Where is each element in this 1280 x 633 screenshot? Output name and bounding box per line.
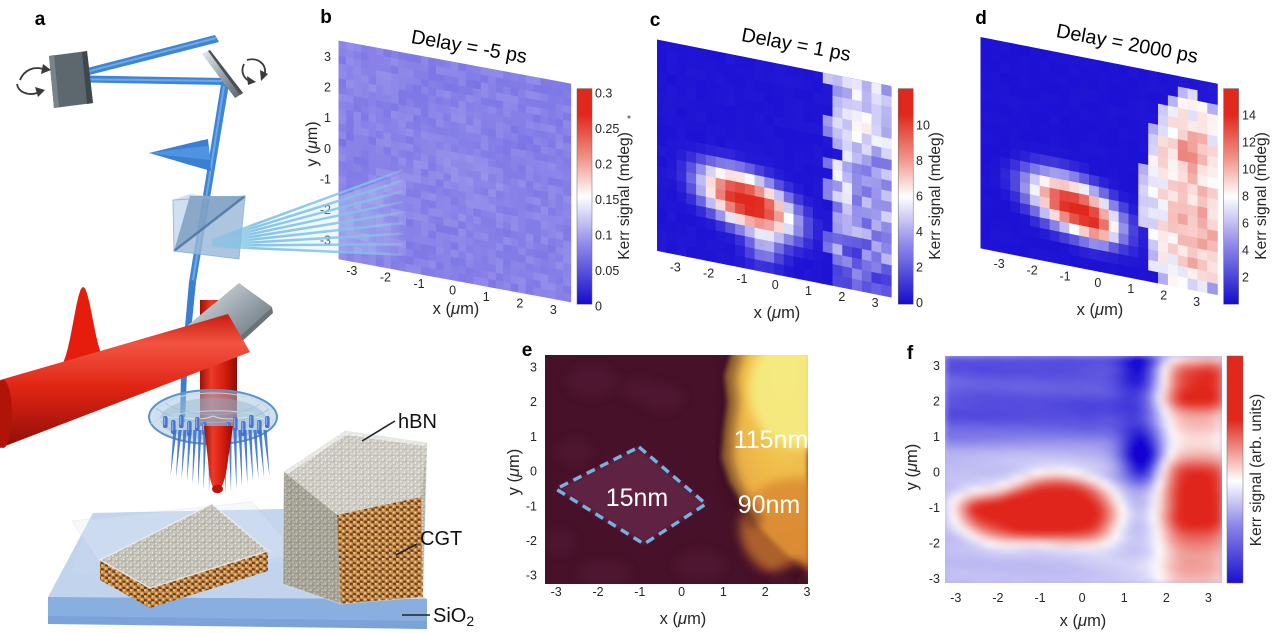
svg-text:2: 2: [1242, 271, 1249, 285]
svg-text:3: 3: [550, 303, 557, 317]
svg-text:0: 0: [449, 283, 456, 297]
svg-text:2: 2: [916, 260, 923, 274]
svg-text:8: 8: [1242, 190, 1249, 204]
svg-text:1: 1: [720, 585, 727, 599]
svg-text:x (μm): x (μm): [433, 300, 480, 318]
svg-text:0: 0: [933, 466, 940, 480]
svg-text:-1: -1: [320, 172, 331, 186]
svg-text:-1: -1: [1059, 270, 1070, 284]
svg-text:-1: -1: [929, 501, 940, 515]
svg-text:90nm: 90nm: [738, 491, 801, 519]
svg-text:2: 2: [324, 81, 331, 95]
svg-text:-2: -2: [992, 591, 1003, 605]
svg-text:-3: -3: [929, 572, 940, 586]
svg-text:-3: -3: [950, 591, 961, 605]
svg-text:0.15: 0.15: [595, 193, 619, 207]
svg-text:-1: -1: [1034, 591, 1045, 605]
svg-text:1: 1: [1127, 282, 1134, 296]
svg-text:10: 10: [1242, 163, 1256, 177]
svg-text:0: 0: [678, 585, 685, 599]
svg-text:0: 0: [772, 278, 779, 292]
svg-text:Kerr signal (arb. units): Kerr signal (arb. units): [1248, 394, 1265, 546]
svg-text:a: a: [35, 9, 46, 30]
svg-text:x (μm): x (μm): [1060, 612, 1107, 630]
svg-text:0: 0: [324, 142, 331, 156]
svg-text:1: 1: [324, 111, 331, 125]
svg-text:-2: -2: [703, 266, 714, 280]
svg-text:c: c: [650, 10, 661, 31]
svg-text:d: d: [975, 8, 987, 29]
svg-text:0.25: 0.25: [595, 122, 619, 136]
svg-text:x (μm): x (μm): [754, 304, 801, 322]
svg-text:0: 0: [595, 300, 602, 314]
svg-text:e: e: [522, 340, 533, 361]
svg-text:-3: -3: [994, 257, 1005, 271]
svg-text:1: 1: [530, 430, 537, 444]
svg-text:1: 1: [1121, 591, 1128, 605]
svg-text:-1: -1: [634, 585, 645, 599]
svg-text:-2: -2: [929, 537, 940, 551]
svg-text:-1: -1: [736, 272, 747, 286]
svg-text:3: 3: [324, 50, 331, 64]
svg-text:4: 4: [916, 225, 923, 239]
svg-text:4: 4: [1242, 244, 1249, 258]
svg-text:6: 6: [916, 189, 923, 203]
svg-text:f: f: [907, 343, 914, 364]
svg-text:CGT: CGT: [420, 528, 462, 550]
svg-text:2: 2: [516, 297, 523, 311]
svg-text:115nm: 115nm: [734, 426, 809, 454]
svg-text:3: 3: [1205, 591, 1212, 605]
svg-text:hBN: hBN: [398, 411, 437, 433]
svg-text:-3: -3: [526, 569, 537, 583]
svg-text:14: 14: [1242, 109, 1256, 123]
svg-text:15nm: 15nm: [606, 484, 669, 512]
svg-text:y (μm): y (μm): [505, 449, 523, 496]
svg-text:Kerr signal (mdeg): Kerr signal (mdeg): [1253, 132, 1270, 260]
svg-text:x (μm): x (μm): [660, 610, 707, 628]
svg-text:3: 3: [872, 296, 879, 310]
svg-text:-1: -1: [413, 277, 424, 291]
svg-text:y (μm): y (μm): [304, 121, 321, 166]
svg-text:0.2: 0.2: [595, 158, 612, 172]
svg-text:y (μm): y (μm): [903, 444, 921, 491]
svg-text:Kerr signal (mdeg): Kerr signal (mdeg): [927, 132, 944, 260]
svg-text:-2: -2: [592, 585, 603, 599]
svg-text:-2: -2: [380, 270, 391, 284]
svg-text:x (μm): x (μm): [1077, 301, 1124, 319]
svg-text:3: 3: [1193, 295, 1200, 309]
svg-text:0.05: 0.05: [595, 264, 619, 278]
svg-text:b: b: [320, 7, 332, 28]
svg-text:2: 2: [1163, 591, 1170, 605]
svg-text:12: 12: [1242, 136, 1256, 150]
svg-text:6: 6: [1242, 217, 1249, 231]
svg-text:2: 2: [762, 585, 769, 599]
svg-text:10: 10: [916, 118, 930, 132]
svg-text:0: 0: [1094, 276, 1101, 290]
svg-text:0: 0: [916, 296, 923, 310]
svg-text:2: 2: [838, 290, 845, 304]
svg-text:-3: -3: [551, 585, 562, 599]
svg-text:2: 2: [530, 395, 537, 409]
svg-text:-1: -1: [526, 499, 537, 513]
svg-text:0.3: 0.3: [595, 87, 612, 101]
svg-text:3: 3: [804, 585, 811, 599]
svg-text:-3: -3: [346, 264, 357, 278]
svg-text:1: 1: [483, 290, 490, 304]
svg-text:2: 2: [933, 395, 940, 409]
svg-text:1: 1: [933, 430, 940, 444]
svg-text:-3: -3: [670, 260, 681, 274]
svg-text:2: 2: [1160, 289, 1167, 303]
svg-text:-2: -2: [1027, 263, 1038, 277]
svg-text:1: 1: [805, 284, 812, 298]
svg-text:-2: -2: [526, 534, 537, 548]
svg-text:8: 8: [916, 154, 923, 168]
svg-text:3: 3: [933, 359, 940, 373]
svg-text:Kerr signal (mdeg): Kerr signal (mdeg): [616, 132, 633, 260]
svg-text:3: 3: [530, 361, 537, 375]
svg-text:0: 0: [1079, 591, 1086, 605]
svg-text:0.1: 0.1: [595, 229, 612, 243]
svg-text:0: 0: [530, 465, 537, 479]
